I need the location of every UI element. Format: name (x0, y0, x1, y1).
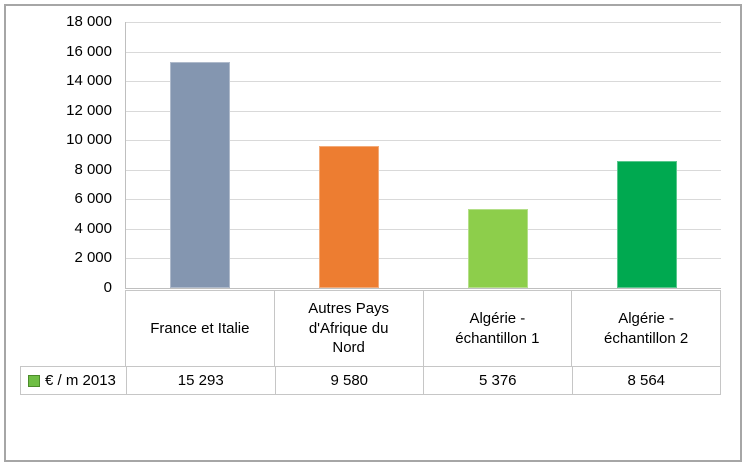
data-table-value-row: € / m 2013 15 293 9 580 5 376 8 564 (20, 366, 721, 395)
gridline (126, 140, 721, 142)
data-table-category-row: France et Italie Autres Pays d'Afrique d… (125, 290, 721, 367)
y-axis-tick-label: 18 000 (66, 13, 112, 30)
y-axis-tick-label: 10 000 (66, 131, 112, 149)
y-axis-tick-label: 2 000 (74, 249, 112, 267)
y-axis-tick-label: 16 000 (66, 42, 112, 60)
gridline (126, 22, 721, 23)
gridline (126, 51, 721, 53)
gridline (126, 169, 721, 171)
category-label: Autres Pays d'Afrique du Nord (273, 291, 423, 366)
gridline (126, 199, 721, 201)
value-cell: 9 580 (274, 367, 424, 394)
bar-3 (467, 208, 528, 288)
y-axis-tick-label: 12 000 (66, 101, 112, 119)
legend-swatch-icon (28, 374, 40, 387)
bar-2 (319, 146, 380, 288)
y-axis-tick-label: 6 000 (74, 190, 112, 208)
gridline (126, 228, 721, 230)
y-axis-tick-label: 4 000 (74, 219, 112, 237)
legend-cell: € / m 2013 (21, 367, 126, 394)
gridline (126, 110, 721, 112)
y-axis-tick-label: 0 (103, 279, 112, 296)
category-label: Algérie - échantillon 2 (571, 291, 720, 366)
gridline (126, 258, 721, 260)
chart-outer-border (4, 4, 742, 462)
bar-4 (616, 161, 677, 288)
category-label: France et Italie (150, 319, 250, 337)
value-cell: 15 293 (126, 367, 275, 394)
y-axis-tick-label: 14 000 (66, 72, 112, 90)
legend-label: € / m 2013 (45, 372, 116, 389)
value-cell: 5 376 (423, 367, 572, 394)
category-label: Algérie - échantillon 1 (422, 291, 572, 366)
value-cell: 8 564 (571, 367, 721, 394)
bar-1 (170, 62, 231, 288)
plot-area (125, 22, 721, 289)
gridline (126, 81, 721, 83)
y-axis-tick-label: 8 000 (74, 160, 112, 178)
